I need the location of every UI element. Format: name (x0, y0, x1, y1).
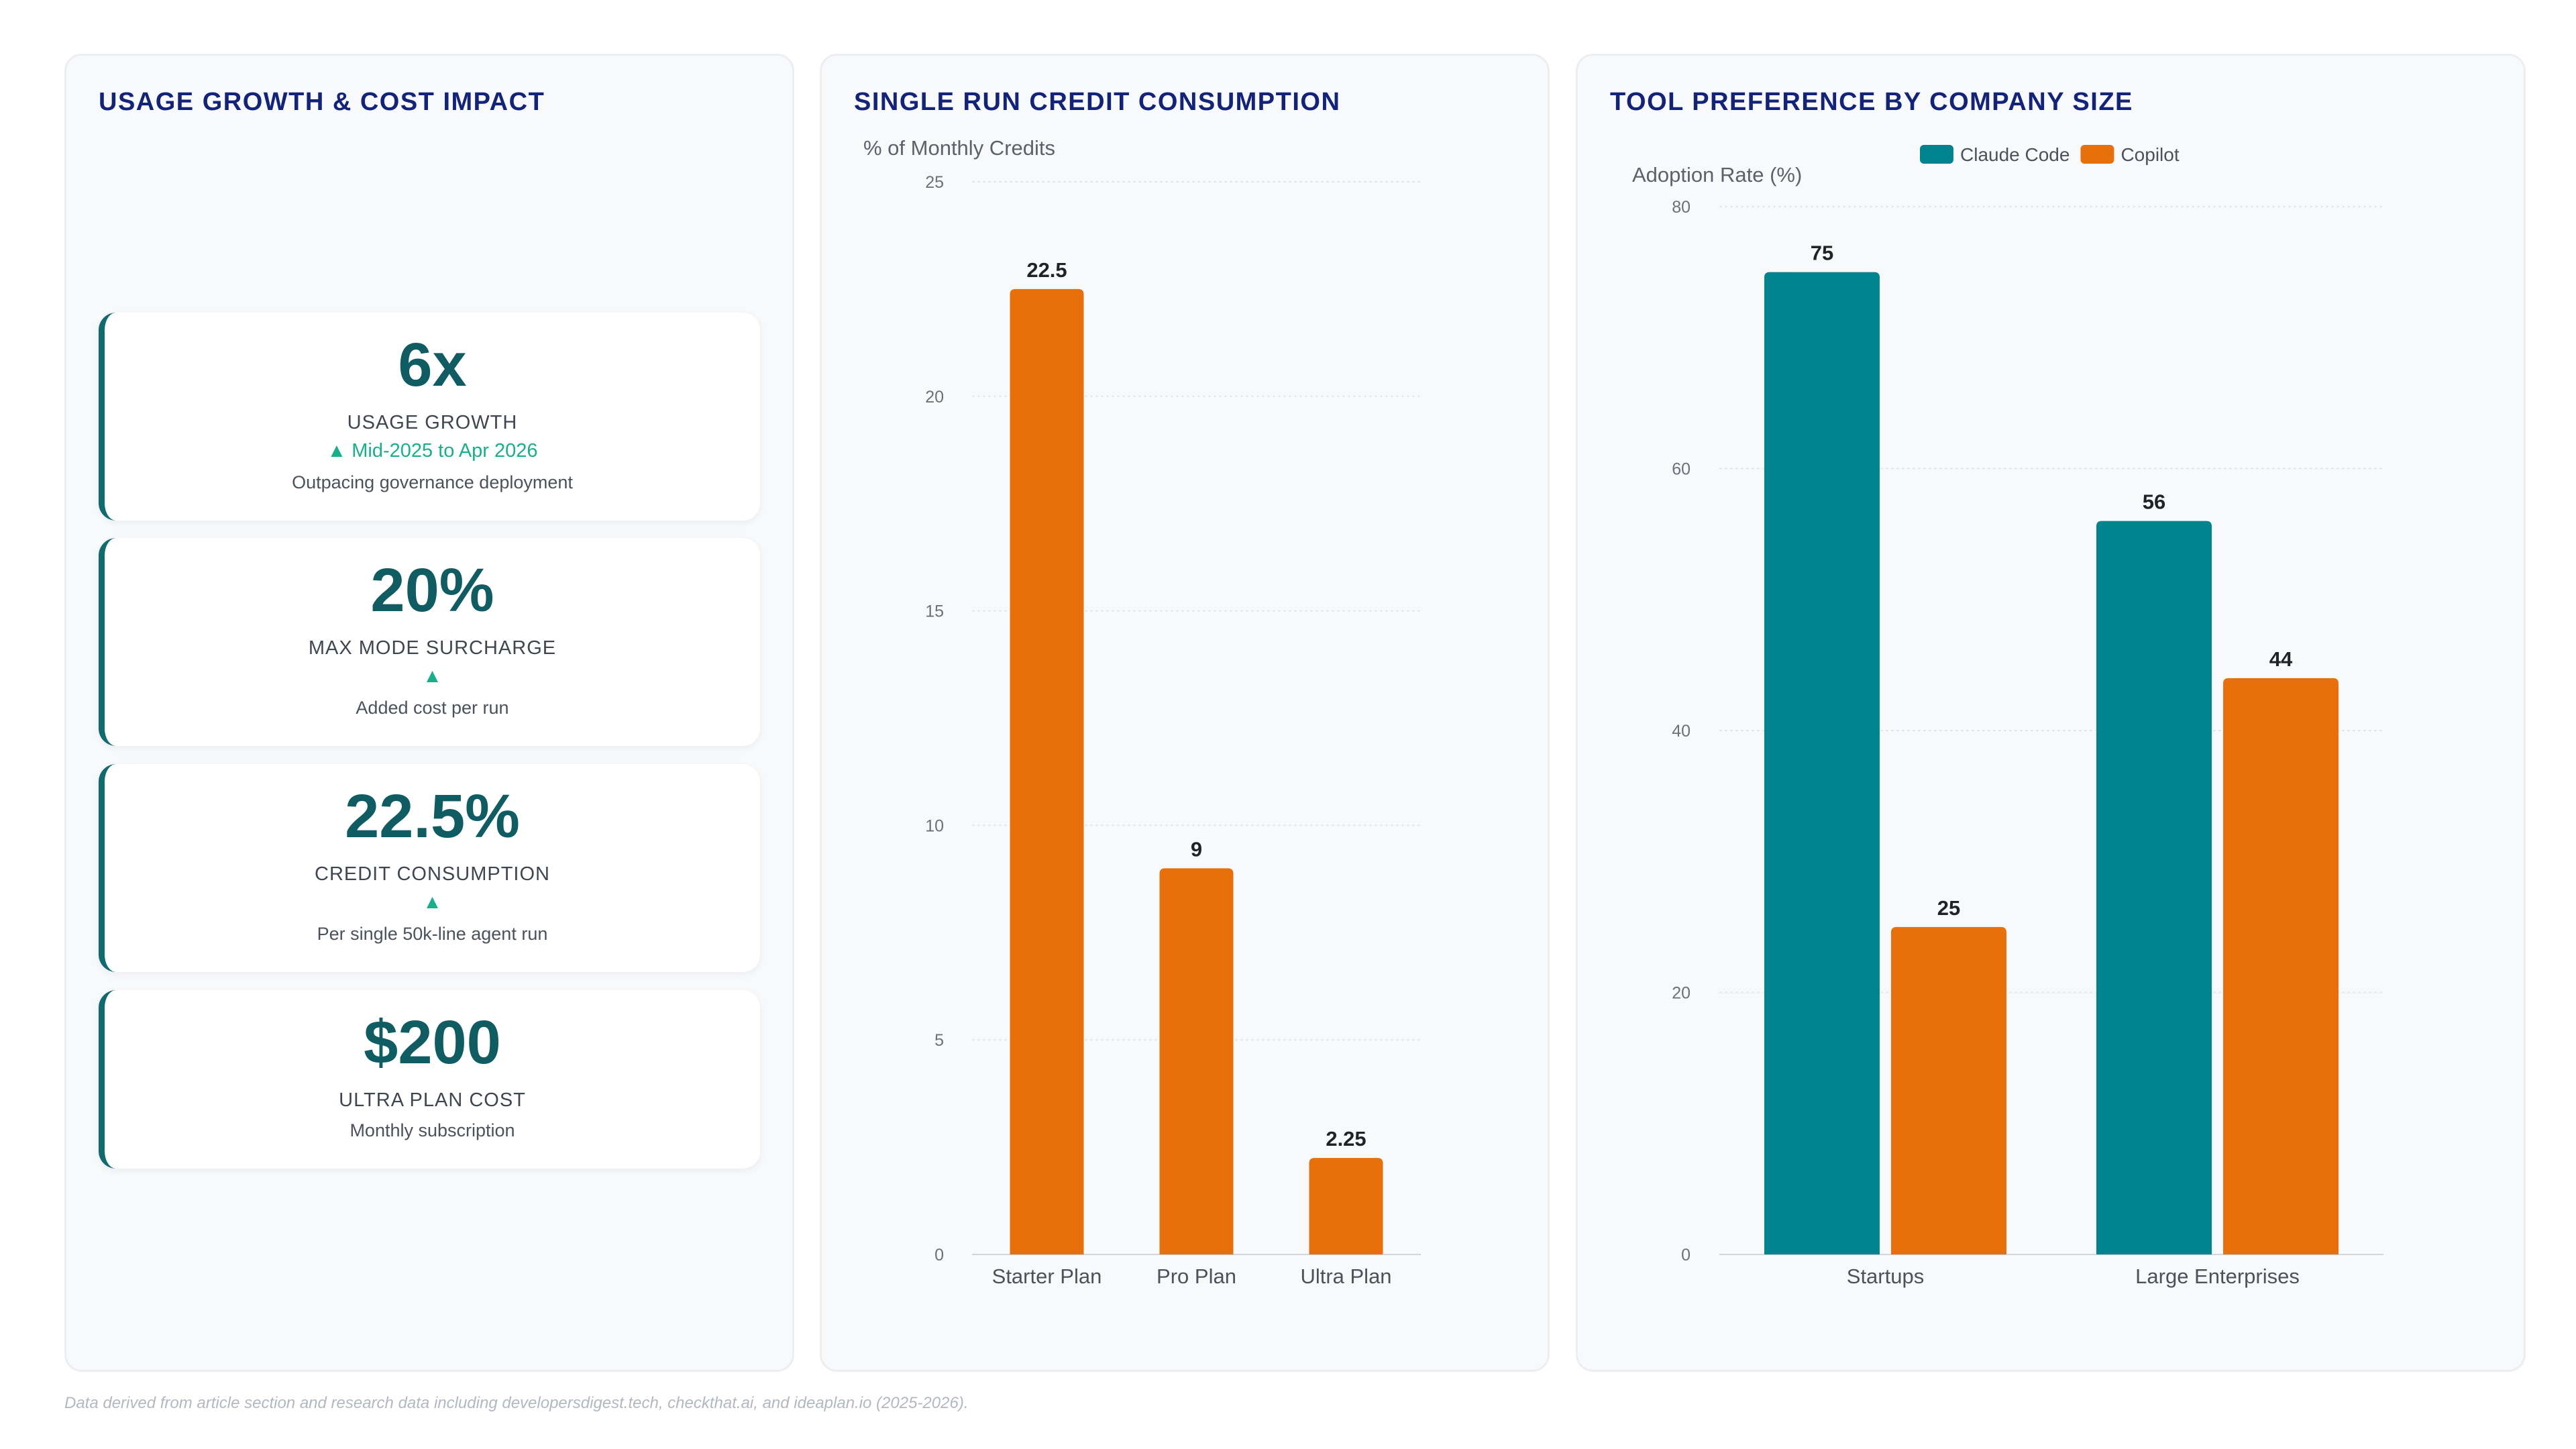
kpi-card-credit-consumption: 22.5% CREDIT CONSUMPTION ▲ Per single 50… (99, 764, 760, 972)
kpi-label: USAGE GROWTH (347, 412, 518, 433)
credit-consumption-chart: % of Monthly Credits 0 5 10 15 20 25 22.5 Starte… (863, 136, 1421, 1288)
y-tick-label: 5 (934, 1031, 944, 1050)
trend-up-icon: ▲ (423, 892, 442, 913)
y-tick-label: 0 (934, 1246, 944, 1265)
x-tick-label: Pro Plan (1157, 1265, 1236, 1288)
bar (2223, 678, 2339, 1254)
kpi-description: Monthly subscription (350, 1120, 515, 1140)
data-label: 75 (1811, 241, 1833, 265)
bar (1891, 926, 2006, 1254)
x-tick-label: Starter Plan (992, 1265, 1102, 1288)
data-label: 22.5 (1026, 258, 1067, 282)
y-tick-label: 20 (925, 388, 944, 407)
kpi-label: ULTRA PLAN COST (339, 1089, 526, 1111)
chart-title: TOOL PREFERENCE BY COMPANY SIZE (1610, 88, 2133, 116)
chart-title: SINGLE RUN CREDIT CONSUMPTION (854, 88, 1341, 116)
kpi-value: 22.5% (345, 782, 520, 851)
kpi-card-max-mode-surcharge: 20% MAX MODE SURCHARGE ▲ Added cost per … (99, 538, 760, 746)
kpi-description: Added cost per run (356, 698, 509, 718)
legend-swatch (1920, 145, 1953, 164)
kpi-value: $200 (364, 1008, 501, 1077)
kpi-trend: ▲ Mid-2025 to Apr 2026 (327, 440, 538, 462)
y-axis-label: Adoption Rate (%) (1632, 163, 1802, 186)
data-label: 44 (2269, 647, 2293, 671)
kpi-card-ultra-plan-cost: $200 ULTRA PLAN COST Monthly subscriptio… (99, 990, 760, 1169)
tool-preference-panel: TOOL PREFERENCE BY COMPANY SIZE Adoption… (1576, 54, 2526, 1372)
y-tick-label: 20 (1672, 984, 1690, 1003)
y-tick-label: 80 (1672, 198, 1690, 217)
usage-growth-panel: USAGE GROWTH & COST IMPACT 6x USAGE GROW… (64, 54, 794, 1372)
kpi-value: 6x (398, 331, 467, 399)
x-tick-label: Large Enterprises (2135, 1265, 2300, 1288)
bar (1309, 1158, 1383, 1254)
bar (1010, 288, 1084, 1254)
credit-consumption-panel: SINGLE RUN CREDIT CONSUMPTION % of Month… (820, 54, 1550, 1372)
kpi-description: Per single 50k-line agent run (317, 924, 548, 944)
source-footnote: Data derived from article section and re… (64, 1394, 969, 1412)
y-axis-label: % of Monthly Credits (863, 136, 1055, 160)
y-tick-label: 15 (925, 602, 944, 621)
bar (1159, 868, 1234, 1254)
legend-label: Copilot (2121, 144, 2179, 165)
trend-up-icon: ▲ (423, 665, 442, 687)
x-tick-label: Ultra Plan (1300, 1265, 1391, 1288)
panel-title: USAGE GROWTH & COST IMPACT (99, 88, 545, 116)
data-label: 25 (1937, 896, 1960, 920)
data-label: 56 (2143, 490, 2165, 514)
kpi-card-usage-growth: 6x USAGE GROWTH ▲ Mid-2025 to Apr 2026 O… (99, 313, 760, 521)
legend-swatch (2080, 145, 2114, 164)
kpi-description: Outpacing governance deployment (292, 472, 573, 492)
bar (2096, 521, 2212, 1254)
bar (1764, 272, 1880, 1254)
data-label: 2.25 (1326, 1127, 1366, 1150)
y-tick-label: 60 (1672, 460, 1690, 479)
y-tick-label: 0 (1681, 1246, 1690, 1265)
y-tick-label: 40 (1672, 722, 1690, 741)
x-tick-label: Startups (1847, 1265, 1924, 1288)
data-label: 9 (1191, 837, 1202, 861)
tool-preference-chart: Adoption Rate (%) Claude Code Copilot 0 20 40… (1632, 144, 2383, 1288)
y-tick-label: 10 (925, 816, 944, 835)
kpi-value: 20% (370, 556, 494, 625)
legend-label: Claude Code (1960, 144, 2070, 165)
y-tick-label: 25 (925, 173, 944, 192)
kpi-label: MAX MODE SURCHARGE (308, 637, 557, 659)
kpi-label: CREDIT CONSUMPTION (315, 863, 550, 885)
